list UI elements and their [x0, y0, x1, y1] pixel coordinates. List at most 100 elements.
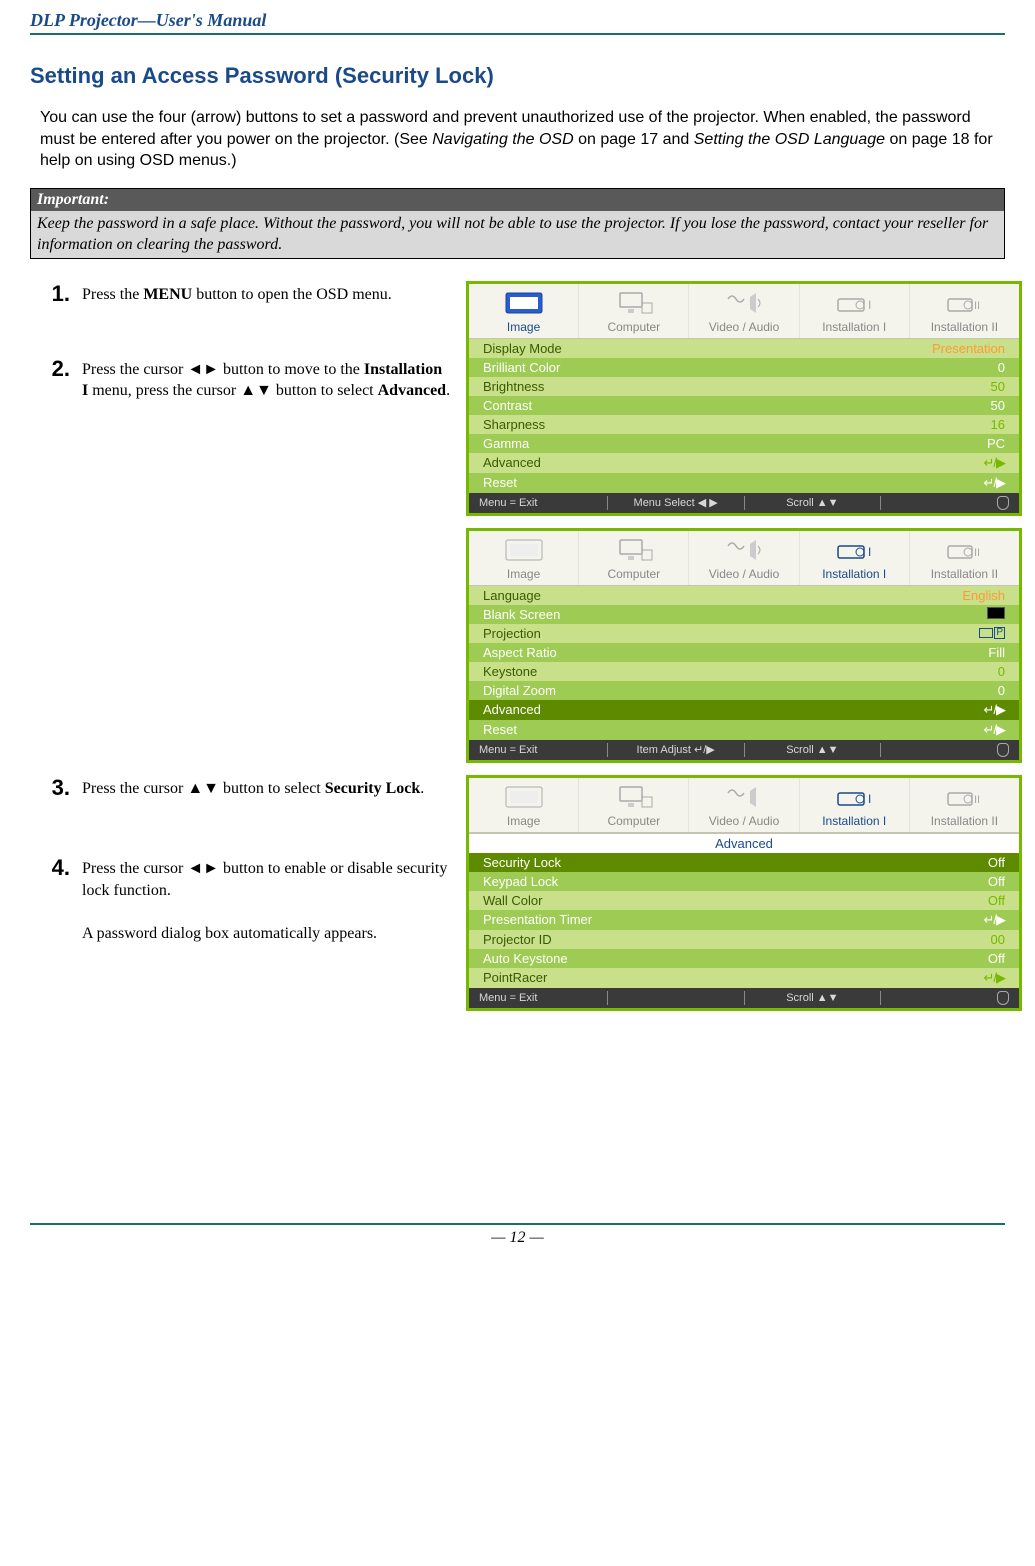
osd3-body: Security LockOff Keypad LockOff Wall Col… [469, 853, 1019, 988]
computer-icon [612, 784, 656, 810]
osd3-row-security-lock[interactable]: Security LockOff [469, 853, 1019, 872]
osd3-row-auto-keystone[interactable]: Auto KeystoneOff [469, 949, 1019, 968]
osd-image-menu: Image Computer Video / Audio I [466, 281, 1022, 516]
tab-computer[interactable]: Computer [578, 531, 688, 585]
video-audio-icon [722, 290, 766, 316]
tab-installation-2-label: Installation II [931, 567, 998, 581]
tab-installation-1[interactable]: I Installation I [799, 284, 909, 338]
tab-computer[interactable]: Computer [578, 778, 688, 832]
osd2-row-aspect-ratio[interactable]: Aspect RatioFill [469, 643, 1019, 662]
osd-column-bottom: Image Computer Video / Audio IInstallati… [460, 775, 1022, 1023]
osd2-row-digital-zoom[interactable]: Digital Zoom0 [469, 681, 1019, 700]
osd1-row-brilliant-color[interactable]: Brilliant Color0 [469, 358, 1019, 377]
osd1-row-contrast[interactable]: Contrast50 [469, 396, 1019, 415]
osd2-footer: Menu = Exit Item Adjust ↵/▶ Scroll ▲▼ [469, 740, 1019, 760]
divider [744, 496, 745, 510]
osd1-row-reset[interactable]: Reset↵/▶ [469, 473, 1019, 493]
osd3-row-presentation-timer[interactable]: Presentation Timer↵/▶ [469, 910, 1019, 930]
svg-text:I: I [868, 545, 871, 559]
divider [880, 496, 881, 510]
tab-video-audio[interactable]: Video / Audio [688, 531, 798, 585]
osd1-row-gamma[interactable]: GammaPC [469, 434, 1019, 453]
page-footer: — 12 — [30, 1223, 1005, 1247]
tab-installation-2[interactable]: II Installation II [909, 284, 1019, 338]
osd1-row-sharpness[interactable]: Sharpness16 [469, 415, 1019, 434]
section-title: Setting an Access Password (Security Loc… [30, 63, 1005, 89]
image-icon [502, 784, 546, 810]
page-header: DLP Projector—User's Manual [30, 10, 1005, 35]
osd2-row-keystone[interactable]: Keystone0 [469, 662, 1019, 681]
lamp-icon [997, 743, 1009, 757]
image-icon [502, 537, 546, 563]
installation-2-icon: II [942, 537, 986, 563]
tab-image-label: Image [507, 320, 540, 334]
tab-installation-1-label: Installation I [822, 567, 886, 581]
tab-video-audio-label: Video / Audio [709, 320, 780, 334]
tab-video-audio[interactable]: Video / Audio [688, 284, 798, 338]
osd1-row-brightness[interactable]: Brightness50 [469, 377, 1019, 396]
installation-1-icon: I [832, 537, 876, 563]
osd2-row-projection[interactable]: ProjectionP [469, 624, 1019, 643]
installation-1-icon: I [832, 290, 876, 316]
osd-installation-menu: Image Computer Video / Audio I Installat… [466, 528, 1022, 763]
installation-1-icon: I [832, 784, 876, 810]
osd3-footer: Menu = Exit Scroll ▲▼ [469, 988, 1019, 1008]
tab-computer-label: Computer [607, 320, 660, 334]
header-title: DLP Projector—User's Manual [30, 10, 266, 31]
divider [607, 496, 608, 510]
image-icon [502, 290, 546, 316]
osd2-tabs: Image Computer Video / Audio I Installat… [469, 531, 1019, 586]
osd1-tabs: Image Computer Video / Audio I [469, 284, 1019, 339]
installation-2-icon: II [942, 784, 986, 810]
tab-installation-2-label: Installation II [931, 320, 998, 334]
osd2-row-reset[interactable]: Reset↵/▶ [469, 720, 1019, 740]
tab-installation-2[interactable]: II Installation II [909, 531, 1019, 585]
osd3-row-projector-id[interactable]: Projector ID00 [469, 930, 1019, 949]
installation-2-icon: II [942, 290, 986, 316]
step-1-menu: MENU [143, 286, 192, 303]
osd2-foot-mid: Item Adjust ↵/▶ [616, 743, 736, 756]
osd1-foot-left: Menu = Exit [479, 497, 599, 509]
step-4-number: 4. [30, 855, 74, 881]
osd1-row-display-mode[interactable]: Display ModePresentation [469, 339, 1019, 358]
important-body: Keep the password in a safe place. Witho… [31, 211, 1004, 258]
lamp-icon [997, 496, 1009, 510]
tab-image[interactable]: Image [469, 778, 578, 832]
osd1-row-advanced[interactable]: Advanced↵/▶ [469, 453, 1019, 473]
step-1-text: Press the MENU button to open the OSD me… [82, 281, 452, 306]
osd1-foot-lamp [889, 496, 1009, 510]
osd2-foot-left: Menu = Exit [479, 744, 599, 756]
step-4-text: Press the cursor ◄► button to enable or … [82, 855, 452, 944]
osd2-row-blank-screen[interactable]: Blank Screen [469, 605, 1019, 624]
tab-image[interactable]: Image [469, 531, 578, 585]
blank-screen-swatch [987, 607, 1005, 622]
osd3-row-keypad-lock[interactable]: Keypad LockOff [469, 872, 1019, 891]
computer-icon [612, 537, 656, 563]
osd3-row-wall-color[interactable]: Wall ColorOff [469, 891, 1019, 910]
lamp-icon [997, 991, 1009, 1005]
osd2-foot-right: Scroll ▲▼ [753, 744, 873, 756]
tab-installation-1[interactable]: IInstallation I [799, 778, 909, 832]
step-3-text: Press the cursor ▲▼ button to select Sec… [82, 775, 452, 800]
osd-advanced-menu: Image Computer Video / Audio IInstallati… [466, 775, 1022, 1011]
tab-computer[interactable]: Computer [578, 284, 688, 338]
osd1-foot-mid: Menu Select ◀ ▶ [616, 496, 736, 509]
osd1-footer: Menu = Exit Menu Select ◀ ▶ Scroll ▲▼ [469, 493, 1019, 513]
step-2-text: Press the cursor ◄► button to move to th… [82, 356, 452, 402]
intro-lang-ref: Setting the OSD Language [694, 131, 885, 148]
steps-container: 1. Press the MENU button to open the OSD… [30, 281, 1005, 1023]
svg-text:II: II [974, 547, 980, 559]
important-callout: Important: Keep the password in a safe p… [30, 188, 1005, 259]
osd-column-top: Image Computer Video / Audio I [460, 281, 1022, 775]
video-audio-icon [722, 784, 766, 810]
page-number: — 12 — [491, 1229, 543, 1246]
tab-installation-1[interactable]: I Installation I [799, 531, 909, 585]
tab-video-audio[interactable]: Video / Audio [688, 778, 798, 832]
osd2-row-language[interactable]: LanguageEnglish [469, 586, 1019, 605]
intro-text-b: on page 17 and [574, 131, 694, 148]
tab-image[interactable]: Image [469, 284, 578, 338]
osd3-row-pointracer[interactable]: PointRacer↵/▶ [469, 968, 1019, 988]
osd2-row-advanced[interactable]: Advanced↵/▶ [469, 700, 1019, 720]
osd3-subtitle: Advanced [469, 833, 1019, 853]
tab-installation-2[interactable]: IIInstallation II [909, 778, 1019, 832]
